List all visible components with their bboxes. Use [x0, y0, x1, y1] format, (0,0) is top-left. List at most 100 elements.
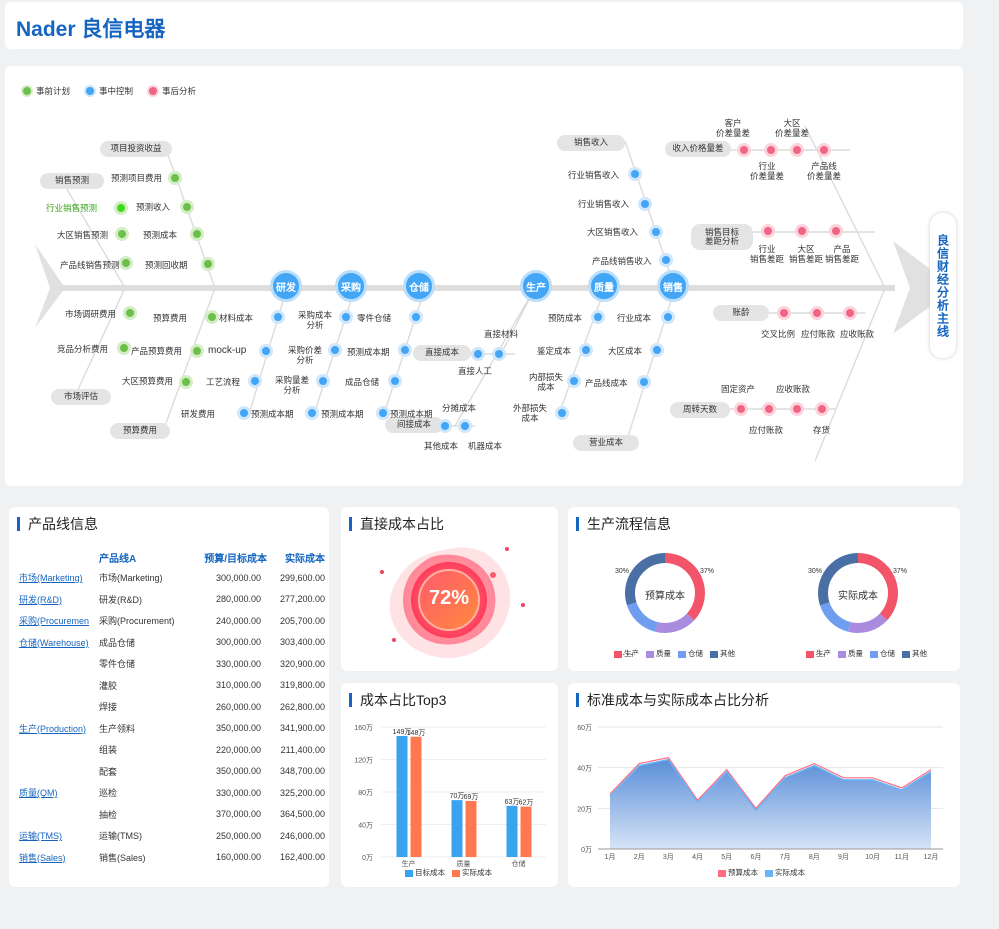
bar[interactable]	[451, 800, 463, 857]
pill-indirect-cost[interactable]: 间接成本	[385, 417, 443, 433]
bar[interactable]	[520, 806, 532, 857]
dot-red[interactable]	[810, 306, 824, 320]
row-actual: 277,200.00	[279, 594, 325, 605]
pill-aging[interactable]: 账龄	[713, 305, 769, 321]
dot-blue[interactable]	[492, 347, 506, 361]
dot-blue[interactable]	[555, 406, 569, 420]
dot-blue[interactable]	[376, 406, 390, 420]
dot-blue[interactable]	[259, 344, 273, 358]
pill-sales-gap[interactable]: 销售目标 差距分析	[691, 224, 753, 250]
fb-label: 预测成本期	[251, 409, 294, 419]
node-warehouse[interactable]: 仓储	[403, 270, 435, 302]
product-line-link[interactable]: 市场(Marketing)	[19, 573, 83, 584]
node-sales[interactable]: 销售	[657, 270, 689, 302]
table-row: 仓储(Warehouse) 成品仓储 300,000.00 303,400.00	[19, 632, 331, 654]
pill-sales-forecast[interactable]: 销售预测	[40, 173, 104, 189]
donut-slice[interactable]	[625, 553, 665, 606]
dot-green[interactable]	[205, 310, 219, 324]
product-line-link[interactable]: 销售(Sales)	[19, 852, 66, 863]
pill-turnover-days[interactable]: 周转天数	[670, 402, 730, 418]
dot-blue[interactable]	[316, 374, 330, 388]
donut-slice[interactable]	[818, 553, 858, 606]
product-line-link[interactable]: 仓储(Warehouse)	[19, 637, 89, 648]
donut-slice[interactable]	[848, 613, 888, 633]
dot-blue[interactable]	[388, 374, 402, 388]
product-line-link[interactable]: 质量(QM)	[19, 788, 58, 799]
node-rd[interactable]: 研发	[270, 270, 302, 302]
dot-red[interactable]	[764, 143, 778, 157]
dot-blue[interactable]	[650, 343, 664, 357]
dot-blue[interactable]	[649, 225, 663, 239]
dot-green[interactable]	[168, 171, 182, 185]
donut-slice[interactable]	[665, 553, 705, 621]
dot-blue[interactable]	[237, 406, 251, 420]
dot-blue[interactable]	[637, 375, 651, 389]
dot-red[interactable]	[795, 224, 809, 238]
dot-green[interactable]	[119, 256, 133, 270]
dot-green[interactable]	[123, 306, 137, 320]
dot-green[interactable]	[190, 227, 204, 241]
dot-green[interactable]	[114, 201, 128, 215]
pill-budget-cost[interactable]: 预算费用	[110, 423, 170, 439]
dot-green[interactable]	[179, 375, 193, 389]
product-line-link[interactable]: 采购(Procuremen	[19, 616, 90, 627]
product-line-link[interactable]: 研发(R&D)	[19, 594, 62, 605]
dot-blue[interactable]	[248, 374, 262, 388]
product-line-link[interactable]: 运输(TMS)	[19, 831, 62, 842]
node-quality[interactable]: 质量	[588, 270, 620, 302]
dot-blue[interactable]	[628, 167, 642, 181]
bar[interactable]	[465, 800, 477, 857]
bar[interactable]	[506, 805, 518, 857]
donut-slice[interactable]	[819, 602, 851, 632]
dot-blue[interactable]	[339, 310, 353, 324]
dot-green[interactable]	[117, 341, 131, 355]
dot-blue[interactable]	[638, 197, 652, 211]
dot-red[interactable]	[790, 402, 804, 416]
dot-blue[interactable]	[271, 310, 285, 324]
row-budget: 260,000.00	[215, 701, 261, 712]
dot-blue[interactable]	[458, 419, 472, 433]
dot-red[interactable]	[762, 402, 776, 416]
dot-blue[interactable]	[661, 310, 675, 324]
dot-green[interactable]	[115, 227, 129, 241]
dot-red[interactable]	[761, 224, 775, 238]
dot-red[interactable]	[829, 224, 843, 238]
dot-red[interactable]	[815, 402, 829, 416]
dot-red[interactable]	[777, 306, 791, 320]
pill-project-investment[interactable]: 项目投资收益	[100, 141, 172, 157]
product-line-link[interactable]: 生产(Production)	[19, 723, 87, 734]
donut-slice[interactable]	[655, 613, 695, 633]
dot-blue[interactable]	[398, 343, 412, 357]
dot-blue[interactable]	[409, 310, 423, 324]
node-purchase[interactable]: 采购	[335, 270, 367, 302]
row-name: 组装	[99, 745, 118, 756]
dot-red[interactable]	[817, 143, 831, 157]
pill-price-variance[interactable]: 收入价格量差	[665, 141, 731, 157]
dot-blue[interactable]	[567, 374, 581, 388]
donut-slice[interactable]	[626, 602, 658, 632]
node-production[interactable]: 生产	[520, 270, 552, 302]
bar[interactable]	[410, 736, 422, 857]
dot-blue[interactable]	[471, 347, 485, 361]
pill-operating-cost[interactable]: 营业成本	[573, 435, 639, 451]
dot-red[interactable]	[737, 143, 751, 157]
dot-green[interactable]	[180, 200, 194, 214]
dot-blue[interactable]	[328, 343, 342, 357]
dot-blue[interactable]	[591, 310, 605, 324]
dot-red[interactable]	[734, 402, 748, 416]
dot-blue[interactable]	[438, 419, 452, 433]
fb-label: 采购成本 分析	[298, 310, 333, 330]
pill-sales-revenue[interactable]: 销售收入	[557, 135, 625, 151]
row-actual: 341,900.00	[279, 723, 325, 734]
dot-green[interactable]	[190, 344, 204, 358]
dot-green[interactable]	[201, 257, 215, 271]
dot-red[interactable]	[843, 306, 857, 320]
dot-blue[interactable]	[305, 406, 319, 420]
bar[interactable]	[396, 735, 408, 857]
dot-blue[interactable]	[659, 253, 673, 267]
dot-blue[interactable]	[579, 343, 593, 357]
pill-direct-cost[interactable]: 直接成本	[413, 345, 471, 361]
dot-red[interactable]	[790, 143, 804, 157]
pill-market-eval[interactable]: 市场评估	[51, 389, 111, 405]
donut-slice[interactable]	[858, 553, 898, 621]
